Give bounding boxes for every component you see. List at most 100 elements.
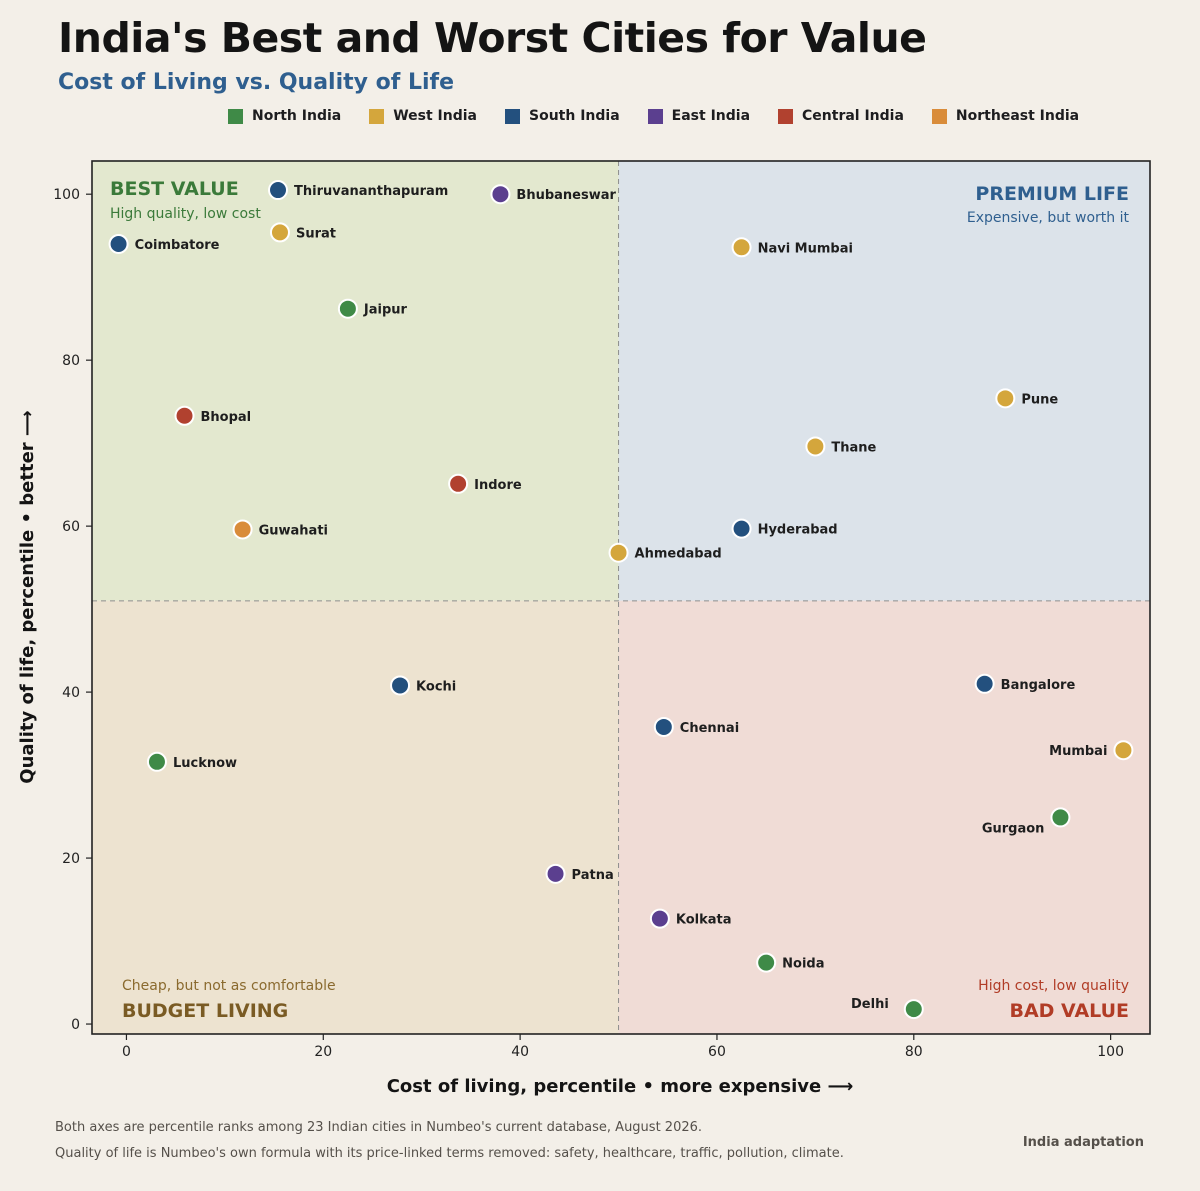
- credit: India adaptation: [1022, 1135, 1144, 1150]
- footnote-2: Quality of life is Numbeo's own formula …: [55, 1146, 844, 1161]
- point-marker: [1113, 740, 1134, 761]
- chart-subtitle: Cost of Living vs. Quality of Life: [58, 70, 455, 95]
- point-marker: [649, 908, 670, 929]
- point-marker: [108, 233, 129, 254]
- point-marker: [448, 473, 469, 494]
- legend-label: North India: [252, 108, 342, 124]
- point-label: Jaipur: [363, 303, 408, 318]
- point-label: Lucknow: [173, 756, 237, 771]
- point-marker: [903, 999, 924, 1020]
- data-point-patna: Patna: [545, 863, 614, 884]
- y-tick-label: 40: [62, 685, 80, 701]
- point-marker: [174, 405, 195, 426]
- quadrant-title-premium-life: PREMIUM LIFE: [975, 183, 1129, 205]
- data-point-pune: Pune: [995, 388, 1058, 409]
- quadrant-subtitle-bad-value: High cost, low quality: [978, 978, 1129, 994]
- point-label: Noida: [782, 957, 824, 972]
- quadrant-title-budget-living: BUDGET LIVING: [122, 1000, 288, 1022]
- legend-label: Central India: [802, 108, 904, 124]
- x-axis-label: Cost of living, percentile • more expens…: [387, 1076, 854, 1097]
- data-point-guwahati: Guwahati: [232, 519, 328, 540]
- legend-swatch: [647, 108, 663, 124]
- point-marker: [756, 952, 777, 973]
- legend-item-central-india: Central India: [778, 108, 904, 124]
- data-point-jaipur: Jaipur: [337, 298, 408, 319]
- point-marker: [731, 518, 752, 539]
- point-label: Kochi: [416, 679, 456, 694]
- data-point-bhopal: Bhopal: [174, 405, 252, 426]
- point-label: Surat: [296, 226, 336, 241]
- quadrant-budget-living: [92, 600, 619, 1034]
- point-marker: [1050, 807, 1071, 828]
- point-label: Thiruvananthapuram: [294, 184, 448, 199]
- x-tick-label: 20: [314, 1044, 332, 1060]
- point-marker: [545, 863, 566, 884]
- point-label: Coimbatore: [135, 238, 220, 253]
- point-marker: [268, 180, 289, 201]
- data-point-bhubaneswar: Bhubaneswar: [490, 184, 617, 205]
- point-marker: [995, 388, 1016, 409]
- x-tick-label: 100: [1097, 1044, 1124, 1060]
- legend-swatch: [778, 108, 794, 124]
- y-tick-label: 100: [53, 187, 80, 203]
- legend-item-west-india: West India: [369, 108, 477, 124]
- point-label: Bhubaneswar: [516, 188, 616, 203]
- legend-label: West India: [393, 108, 477, 124]
- legend-swatch: [505, 108, 520, 124]
- data-point-bangalore: Bangalore: [974, 673, 1076, 694]
- data-point-noida: Noida: [756, 952, 825, 973]
- point-label: Indore: [474, 478, 522, 493]
- point-label: Pune: [1021, 392, 1058, 407]
- legend-item-north-india: North India: [228, 108, 341, 124]
- data-point-thane: Thane: [805, 436, 877, 457]
- point-label: Bhopal: [201, 410, 252, 425]
- data-point-gurgaon: Gurgaon: [982, 807, 1071, 836]
- point-label: Guwahati: [259, 523, 328, 538]
- data-point-coimbatore: Coimbatore: [108, 233, 220, 254]
- point-label: Gurgaon: [982, 821, 1045, 836]
- point-label: Delhi: [851, 997, 889, 1012]
- point-label: Patna: [572, 868, 614, 883]
- point-marker: [731, 237, 752, 258]
- data-point-surat: Surat: [269, 222, 336, 243]
- point-marker: [390, 675, 411, 696]
- data-point-chennai: Chennai: [653, 716, 739, 737]
- legend-item-northeast-india: Northeast India: [931, 108, 1079, 124]
- point-label: Thane: [831, 440, 876, 455]
- point-label: Chennai: [680, 721, 739, 736]
- point-marker: [269, 222, 290, 243]
- chart-title: India's Best and Worst Cities for Value: [58, 14, 927, 62]
- point-label: Ahmedabad: [635, 547, 722, 562]
- y-tick-label: 0: [71, 1017, 80, 1033]
- x-tick-label: 80: [905, 1044, 923, 1060]
- data-point-hyderabad: Hyderabad: [731, 518, 838, 539]
- data-point-kolkata: Kolkata: [649, 908, 732, 929]
- footnote-1: Both axes are percentile ranks among 23 …: [55, 1120, 703, 1135]
- legend-swatch: [931, 108, 947, 124]
- x-tick-label: 40: [511, 1044, 529, 1060]
- y-axis-label: Quality of life, percentile • better ⟶: [17, 410, 38, 783]
- point-label: Kolkata: [676, 913, 732, 928]
- data-point-ahmedabad: Ahmedabad: [608, 542, 722, 563]
- point-marker: [146, 751, 167, 772]
- quadrant-title-bad-value: BAD VALUE: [1009, 1000, 1129, 1022]
- y-tick-label: 20: [62, 851, 80, 867]
- quadrant-premium-life: [618, 161, 1150, 601]
- point-label: Hyderabad: [758, 523, 838, 538]
- point-marker: [490, 184, 511, 205]
- quadrant-subtitle-premium-life: Expensive, but worth it: [967, 210, 1130, 226]
- x-tick-label: 60: [708, 1044, 726, 1060]
- quadrant-subtitle-budget-living: Cheap, but not as comfortable: [122, 978, 336, 994]
- point-label: Mumbai: [1049, 744, 1107, 759]
- data-point-kochi: Kochi: [390, 675, 456, 696]
- data-point-thiruvananthapuram: Thiruvananthapuram: [268, 180, 448, 201]
- legend-swatch: [369, 108, 385, 124]
- plot-frame: [91, 160, 1151, 1035]
- quadrant-best-value: [92, 161, 619, 601]
- legend-item-east-india: East India: [647, 108, 750, 124]
- x-tick-label: 0: [122, 1044, 131, 1060]
- data-point-indore: Indore: [448, 473, 522, 494]
- quadrant-subtitle-best-value: High quality, low cost: [110, 206, 261, 222]
- point-label: Bangalore: [1001, 678, 1076, 693]
